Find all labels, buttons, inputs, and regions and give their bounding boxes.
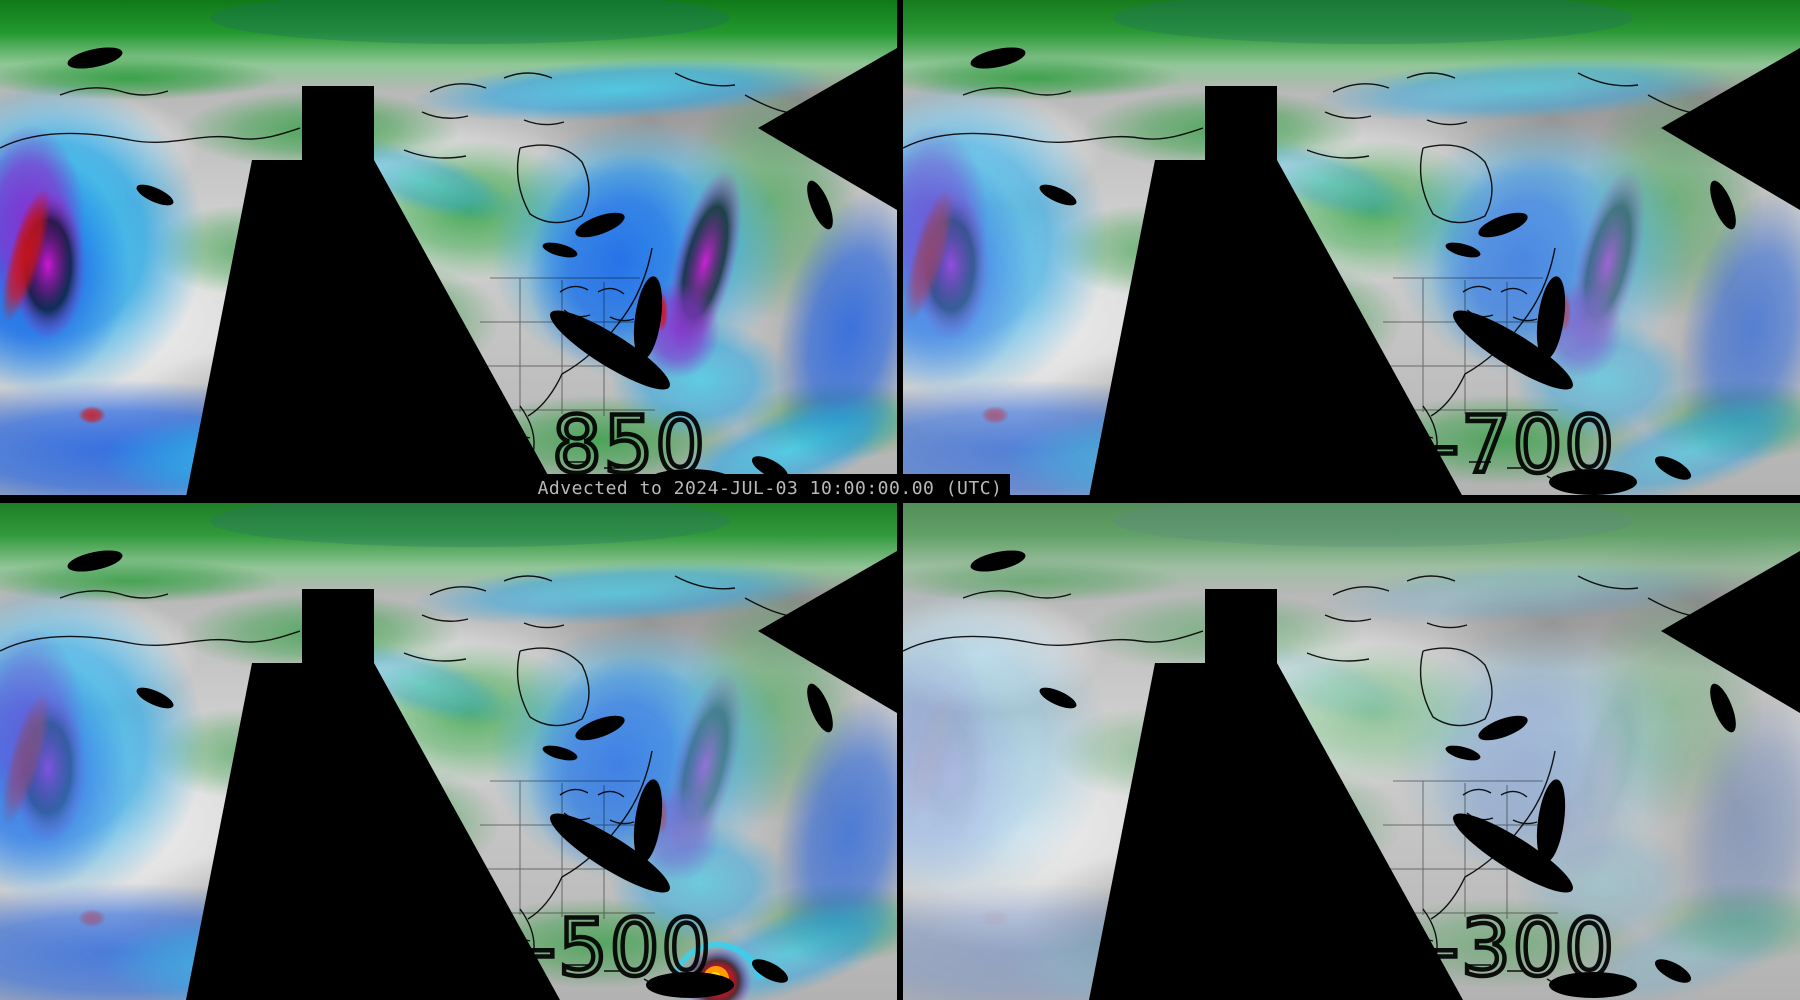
advection-timestamp-text: Advected to 2024-JUL-03 10:00:00.00 (UTC… [537,478,1003,499]
water-vapor-map-300 [903,503,1800,1000]
map-panel-850: 850 [0,0,897,497]
panel-divider-vertical-bottom [897,503,903,1000]
map-panel-300: -300 [903,503,1800,1000]
water-vapor-map-850 [0,0,897,497]
map-panel-700: -700 [903,0,1800,497]
water-vapor-map-700 [903,0,1800,497]
water-vapor-map-500 [0,503,897,1000]
map-panel-500: -500 [0,503,897,1000]
panel-divider-vertical-top [897,0,903,497]
advection-timestamp: Advected to 2024-JUL-03 10:00:00.00 (UTC… [530,474,1010,503]
